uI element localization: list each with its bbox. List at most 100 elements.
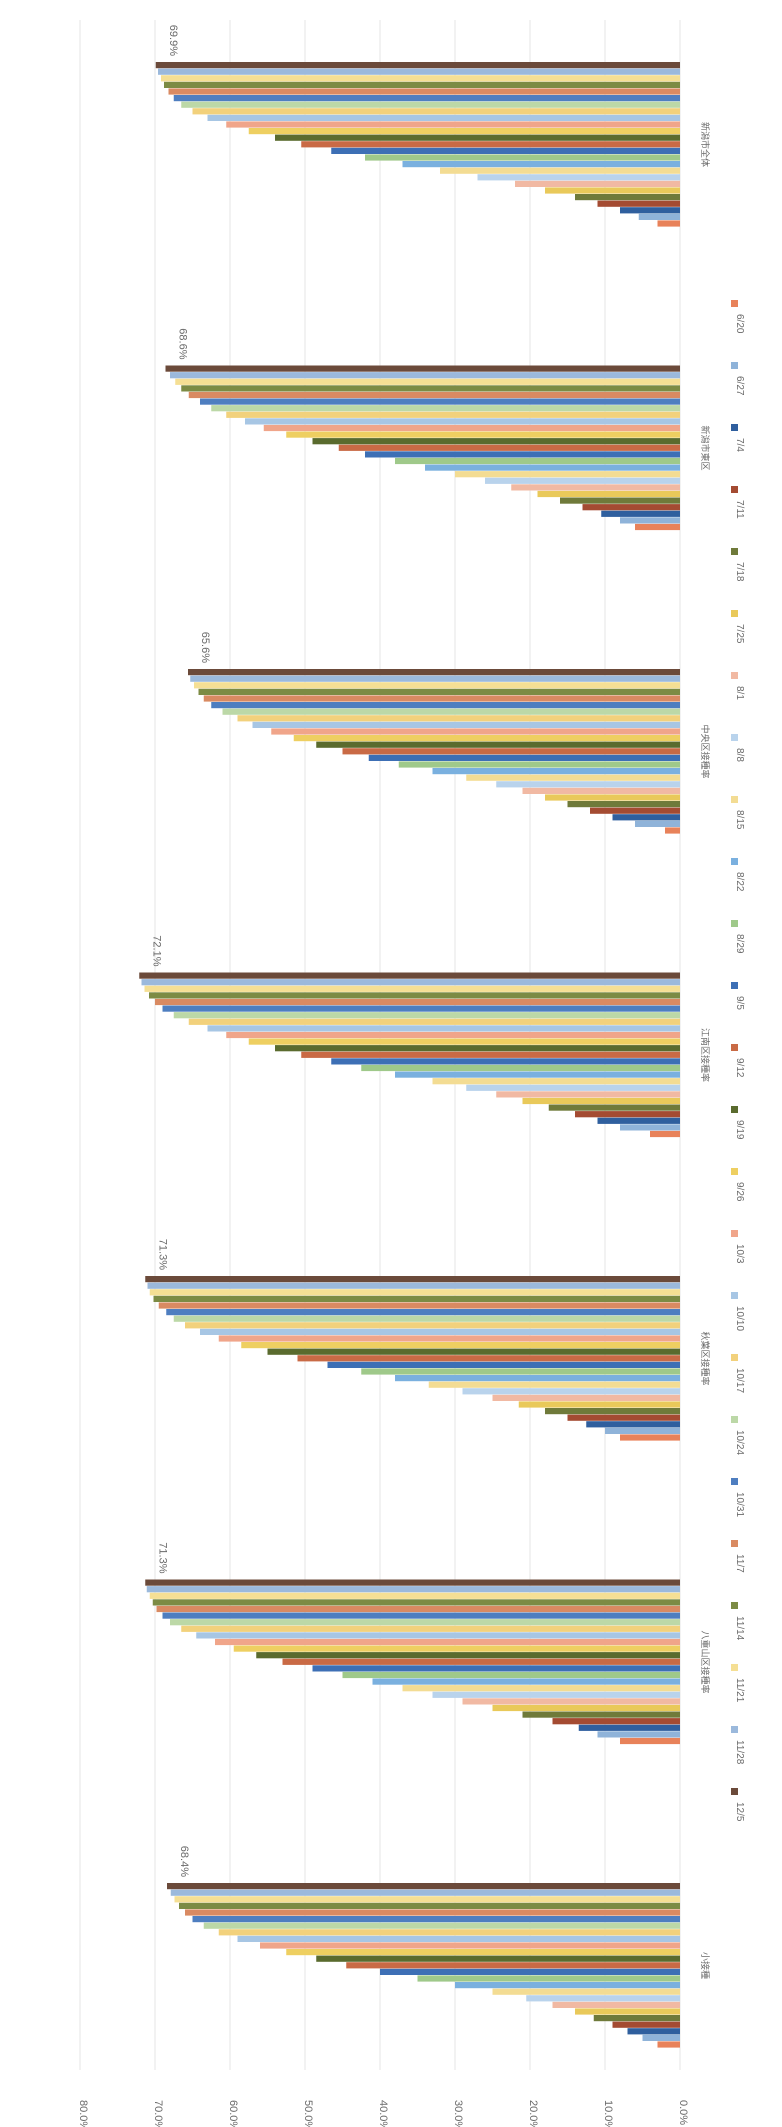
legend-swatch bbox=[731, 1292, 738, 1299]
bar bbox=[492, 1394, 680, 1401]
bar bbox=[200, 1328, 680, 1335]
category-label: 新潟市全体 bbox=[700, 122, 711, 167]
bar bbox=[194, 682, 680, 689]
y-tick-label: 50.0% bbox=[302, 2100, 314, 2127]
y-tick-label: 60.0% bbox=[227, 2100, 239, 2127]
bar bbox=[167, 1883, 680, 1890]
bar bbox=[170, 1889, 680, 1896]
bar bbox=[578, 1724, 680, 1731]
y-tick-label: 80.0% bbox=[77, 2100, 89, 2127]
bar bbox=[417, 1975, 680, 1982]
bar bbox=[237, 715, 680, 722]
bar bbox=[173, 1012, 680, 1019]
bar bbox=[301, 1051, 680, 1058]
legend-swatch bbox=[731, 300, 738, 307]
legend-swatch bbox=[731, 362, 738, 369]
bar bbox=[181, 1625, 680, 1632]
bar bbox=[252, 721, 680, 728]
bar bbox=[179, 1902, 680, 1909]
bar bbox=[170, 372, 680, 379]
legend-label: 9/5 bbox=[734, 996, 745, 1010]
legend-label: 11/21 bbox=[734, 1678, 745, 1703]
bar bbox=[275, 1045, 680, 1052]
bar bbox=[545, 187, 680, 194]
bar bbox=[331, 1058, 680, 1065]
bar bbox=[222, 708, 680, 715]
legend-label: 8/15 bbox=[734, 810, 745, 830]
bar bbox=[275, 134, 680, 141]
bar bbox=[597, 1731, 680, 1738]
y-tick-label: 0.0% bbox=[677, 2100, 689, 2125]
bar bbox=[620, 1124, 680, 1131]
bar bbox=[144, 985, 680, 992]
bar bbox=[149, 1289, 680, 1296]
bar bbox=[342, 1671, 680, 1679]
bar bbox=[492, 1704, 680, 1712]
bar bbox=[139, 972, 680, 979]
legend-swatch bbox=[731, 858, 738, 865]
bar bbox=[211, 702, 680, 709]
bar bbox=[175, 378, 680, 385]
y-tick-label: 10.0% bbox=[602, 2100, 614, 2127]
bar bbox=[161, 75, 680, 82]
bar bbox=[635, 523, 680, 531]
y-tick-label: 30.0% bbox=[452, 2100, 464, 2127]
data-labels: 69.9% 68.6% 65.6% 72.1% 71.3% 71.3% 68.4% bbox=[150, 25, 211, 1877]
bar bbox=[365, 154, 680, 161]
bar bbox=[263, 424, 680, 432]
bar bbox=[346, 1962, 680, 1969]
bar bbox=[196, 1632, 680, 1639]
bar bbox=[211, 405, 680, 412]
legend-label: 10/10 bbox=[734, 1306, 745, 1331]
bar bbox=[312, 438, 680, 445]
bar bbox=[198, 688, 680, 695]
legend-label: 10/31 bbox=[734, 1492, 745, 1517]
bar bbox=[162, 1005, 680, 1012]
bar bbox=[286, 431, 680, 438]
data-label: 72.1% bbox=[150, 935, 162, 966]
bar bbox=[365, 451, 680, 458]
category-label: 八重山区接種率 bbox=[700, 1630, 711, 1693]
bar bbox=[537, 490, 680, 498]
bar bbox=[226, 1031, 680, 1039]
bar bbox=[200, 398, 680, 405]
grid bbox=[79, 20, 681, 2070]
legend-swatch bbox=[731, 672, 738, 679]
bar bbox=[331, 147, 680, 154]
bar bbox=[428, 1381, 680, 1388]
legend-swatch bbox=[731, 1788, 738, 1795]
bar bbox=[188, 1018, 680, 1025]
legend-label: 7/4 bbox=[734, 438, 745, 452]
bar bbox=[188, 391, 680, 399]
legend-label: 7/18 bbox=[734, 562, 745, 582]
legend-swatch bbox=[731, 1726, 738, 1733]
bar bbox=[162, 1612, 680, 1619]
bar bbox=[282, 1658, 680, 1665]
legend-label: 9/19 bbox=[734, 1120, 745, 1140]
bar bbox=[466, 1084, 680, 1091]
bar bbox=[432, 1078, 680, 1085]
bar bbox=[361, 1368, 680, 1375]
legend: 6/20 6/27 7/4 7/11 7/18 7/25 8/1 8/8 8/15 8/22 8/2… bbox=[731, 300, 745, 1822]
legend-swatch bbox=[731, 610, 738, 617]
category-label: 小接種 bbox=[700, 1952, 711, 1979]
bar bbox=[650, 1130, 680, 1138]
legend-label: 9/12 bbox=[734, 1058, 745, 1078]
legend-label: 7/25 bbox=[734, 624, 745, 644]
bar bbox=[593, 2015, 680, 2022]
legend-label: 7/11 bbox=[734, 500, 745, 519]
bar bbox=[552, 1718, 680, 1725]
data-label: 69.9% bbox=[167, 25, 179, 56]
bar bbox=[286, 1949, 680, 1956]
data-label: 68.6% bbox=[177, 328, 189, 359]
category-label: 新潟市東区 bbox=[700, 425, 711, 470]
legend-swatch bbox=[731, 486, 738, 493]
legend-label: 10/3 bbox=[734, 1244, 745, 1264]
bar bbox=[612, 814, 680, 821]
bar bbox=[496, 1091, 680, 1098]
bar bbox=[207, 114, 680, 121]
bar bbox=[158, 1302, 680, 1309]
bar bbox=[496, 781, 680, 788]
bar bbox=[485, 477, 680, 484]
bar bbox=[149, 1592, 680, 1599]
